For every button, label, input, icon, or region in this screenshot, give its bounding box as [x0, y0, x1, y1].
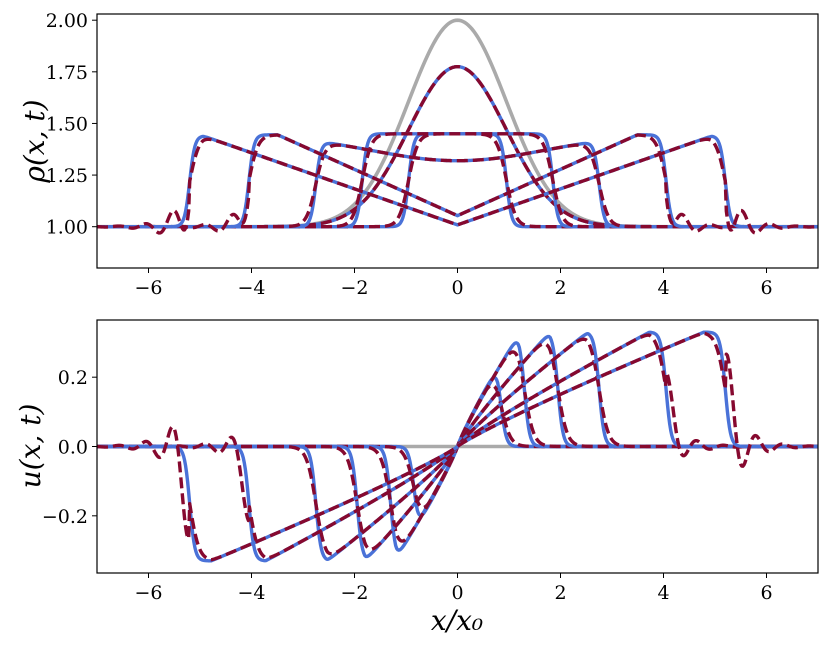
- velocity-xtick-label: −2: [340, 582, 368, 604]
- density-ytick-label: 1.25: [46, 165, 88, 187]
- density-series-2-approx: [97, 132, 818, 229]
- density-series-1-approx: [97, 132, 818, 229]
- velocity-panel: −6 −4 −2 0 2 4 6 −0.2 0.0 0.2 u(x, t) x/x₀: [14, 319, 819, 637]
- velocity-xtick-label: −6: [134, 582, 162, 604]
- density-series-4-approx: [97, 133, 818, 233]
- velocity-ytick-label: 0.0: [58, 437, 88, 459]
- velocity-ytick-label: 0.2: [58, 367, 88, 389]
- density-xtick-label: 2: [554, 277, 566, 299]
- density-series-5-exact: [97, 134, 818, 229]
- density-ytick-label: 1.50: [46, 113, 88, 135]
- density-xtick-label: 0: [451, 277, 463, 299]
- density-series-4-exact: [97, 133, 818, 229]
- density-initial-condition: [97, 18, 818, 229]
- density-xtick-label: −4: [237, 277, 265, 299]
- velocity-ticks: −6 −4 −2 0 2 4 6 −0.2 0.0 0.2: [42, 367, 773, 604]
- density-series-1-exact: [97, 132, 818, 229]
- density-xtick-label: −6: [134, 277, 162, 299]
- density-xtick-label: 6: [760, 277, 772, 299]
- density-ylabel: ρ(x, t): [18, 99, 51, 183]
- density-series-0-approx: [97, 64, 818, 229]
- density-series-5-approx: [97, 137, 818, 235]
- density-series-2-exact: [97, 132, 818, 229]
- density-ytick-label: 2.00: [46, 10, 88, 32]
- density-series-0-exact: [97, 64, 818, 229]
- velocity-ytick-label: −0.2: [42, 506, 88, 528]
- velocity-series-5-approx: [97, 331, 818, 562]
- velocity-xtick-label: 6: [760, 582, 772, 604]
- density-xtick-label: 4: [657, 277, 669, 299]
- velocity-xtick-label: 4: [657, 582, 669, 604]
- velocity-ylabel: u(x, t): [14, 404, 47, 489]
- density-ytick-label: 1.75: [46, 62, 88, 84]
- density-ticks: −6 −4 −2 0 2 4 6 1.00 1.25 1.50 1.75 2.00: [46, 10, 773, 299]
- density-lines: [97, 18, 818, 235]
- velocity-xtick-label: 2: [554, 582, 566, 604]
- density-panel: −6 −4 −2 0 2 4 6 1.00 1.25 1.50 1.75 2.00 ρ(x, t): [18, 10, 819, 299]
- density-ytick-label: 1.00: [46, 217, 88, 239]
- velocity-xtick-label: −4: [237, 582, 265, 604]
- velocity-xlabel: x/x₀: [431, 604, 483, 637]
- velocity-xtick-label: 0: [451, 582, 463, 604]
- velocity-lines: [97, 330, 818, 563]
- density-xtick-label: −2: [340, 277, 368, 299]
